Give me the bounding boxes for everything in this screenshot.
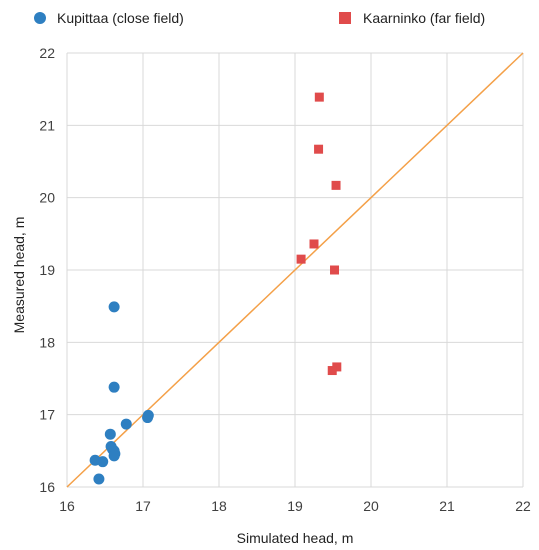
y-tick-label: 16: [39, 479, 55, 495]
x-tick-label: 18: [211, 498, 227, 514]
point-kaarninko: [314, 92, 324, 102]
y-tick-label: 22: [39, 45, 55, 61]
x-tick-label: 16: [59, 498, 75, 514]
point-kupittaa: [108, 381, 120, 393]
point-kupittaa: [108, 450, 120, 462]
y-tick-label: 21: [39, 117, 55, 133]
x-tick-label: 20: [363, 498, 379, 514]
point-kupittaa: [142, 412, 154, 424]
point-kaarninko: [309, 239, 319, 249]
point-kaarninko: [314, 144, 324, 154]
x-tick-label: 19: [287, 498, 303, 514]
y-tick-label: 20: [39, 190, 55, 206]
y-tick-label: 18: [39, 334, 55, 350]
point-kupittaa: [89, 454, 101, 466]
legend: Kupittaa (close field) Kaarninko (far fi…: [34, 10, 485, 26]
y-tick-label: 19: [39, 262, 55, 278]
y-tick-label: 17: [39, 407, 55, 423]
point-kupittaa: [108, 301, 120, 313]
point-kupittaa: [93, 473, 105, 485]
legend-marker-kaarninko: [339, 12, 351, 24]
legend-label-kupittaa: Kupittaa (close field): [57, 10, 184, 26]
point-kaarninko: [332, 362, 342, 372]
point-kupittaa: [104, 428, 116, 440]
legend-marker-kupittaa: [34, 12, 46, 24]
point-kaarninko: [296, 254, 306, 264]
x-axis-ticks: 16 17 18 19 20 21 22: [59, 498, 531, 514]
x-tick-label: 21: [439, 498, 455, 514]
x-tick-label: 17: [135, 498, 151, 514]
y-axis-title: Measured head, m: [11, 217, 27, 334]
y-axis-ticks: 16 17 18 19 20 21 22: [39, 45, 55, 495]
point-kupittaa: [120, 418, 132, 430]
data-points: [89, 92, 342, 485]
point-kaarninko: [330, 265, 340, 275]
legend-label-kaarninko: Kaarninko (far field): [363, 10, 485, 26]
x-tick-label: 22: [515, 498, 531, 514]
point-kaarninko: [327, 366, 337, 376]
point-kaarninko: [331, 180, 341, 190]
x-axis-title: Simulated head, m: [237, 530, 354, 546]
